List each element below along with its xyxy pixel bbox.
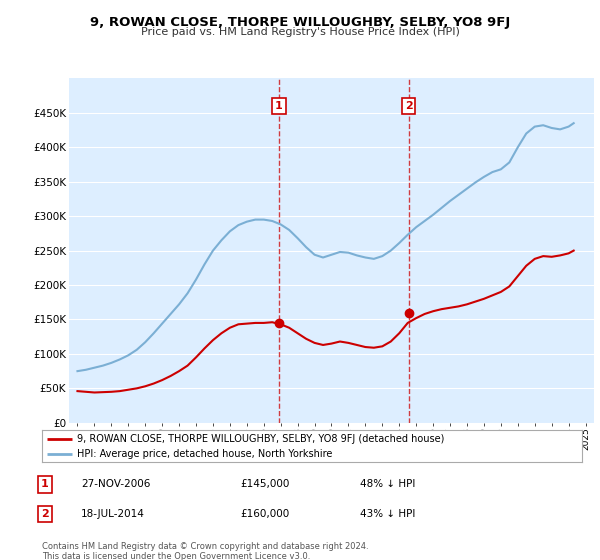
Text: 18-JUL-2014: 18-JUL-2014 (81, 509, 145, 519)
Text: 1: 1 (275, 101, 283, 111)
Text: £145,000: £145,000 (240, 479, 289, 489)
Text: Price paid vs. HM Land Registry's House Price Index (HPI): Price paid vs. HM Land Registry's House … (140, 27, 460, 37)
Text: 1: 1 (41, 479, 49, 489)
Text: 2: 2 (41, 509, 49, 519)
Text: 9, ROWAN CLOSE, THORPE WILLOUGHBY, SELBY, YO8 9FJ: 9, ROWAN CLOSE, THORPE WILLOUGHBY, SELBY… (90, 16, 510, 29)
Text: £160,000: £160,000 (240, 509, 289, 519)
Text: HPI: Average price, detached house, North Yorkshire: HPI: Average price, detached house, Nort… (77, 449, 332, 459)
Text: 9, ROWAN CLOSE, THORPE WILLOUGHBY, SELBY, YO8 9FJ (detached house): 9, ROWAN CLOSE, THORPE WILLOUGHBY, SELBY… (77, 433, 445, 444)
Text: 48% ↓ HPI: 48% ↓ HPI (360, 479, 415, 489)
Text: 2: 2 (404, 101, 412, 111)
Text: 43% ↓ HPI: 43% ↓ HPI (360, 509, 415, 519)
Text: 27-NOV-2006: 27-NOV-2006 (81, 479, 151, 489)
Text: Contains HM Land Registry data © Crown copyright and database right 2024.
This d: Contains HM Land Registry data © Crown c… (42, 542, 368, 560)
